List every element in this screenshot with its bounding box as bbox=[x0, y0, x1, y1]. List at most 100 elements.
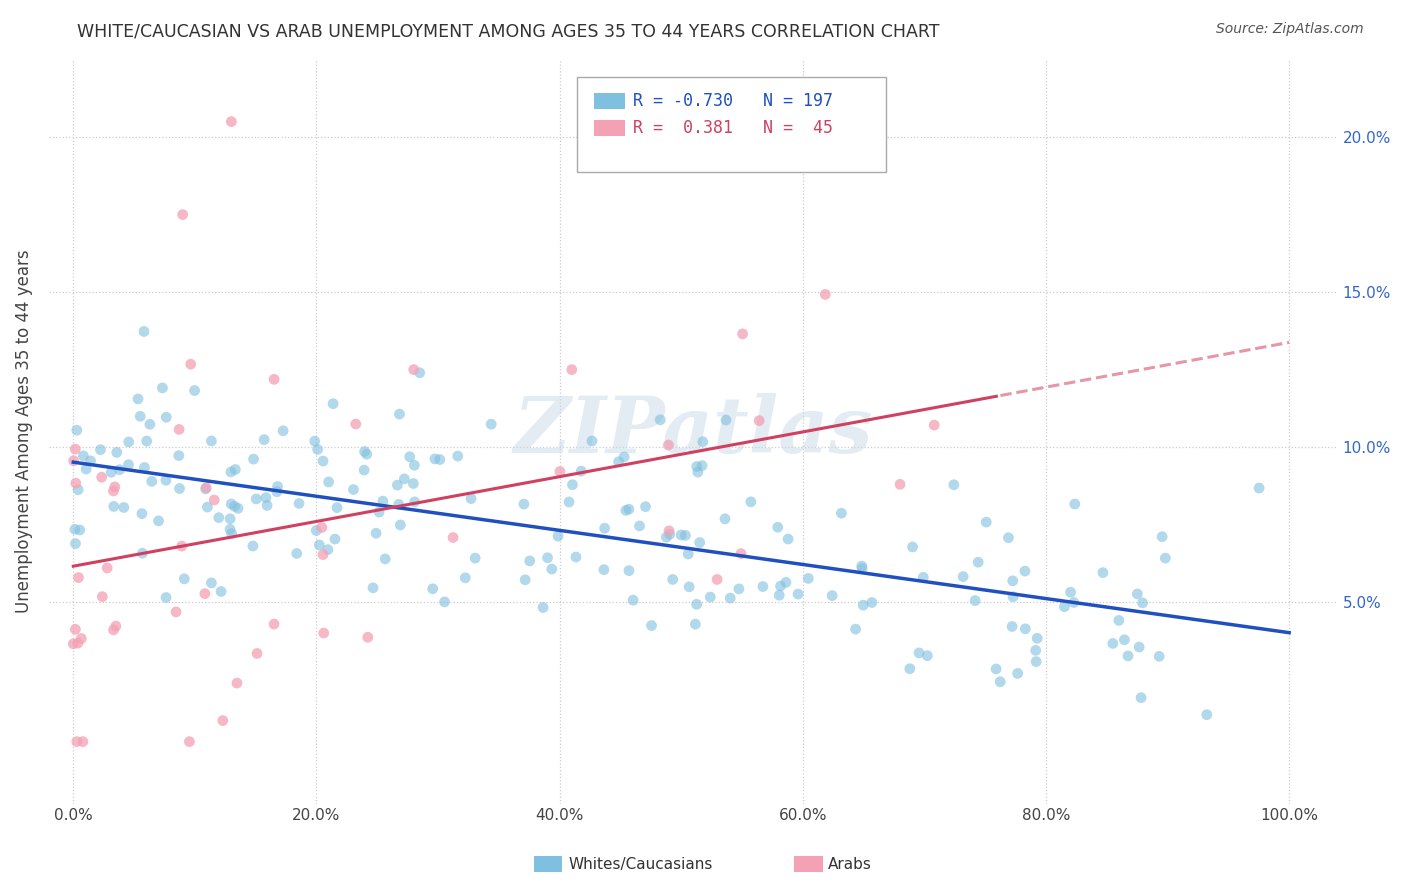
Point bbox=[224, 500, 246, 514]
Point bbox=[226, 676, 249, 690]
Point bbox=[714, 413, 737, 427]
Point bbox=[655, 530, 678, 544]
Point bbox=[366, 526, 388, 541]
Point bbox=[1014, 564, 1036, 578]
Point bbox=[441, 531, 464, 545]
Point bbox=[135, 434, 157, 448]
Point bbox=[1154, 551, 1177, 566]
Point bbox=[1059, 585, 1081, 599]
Point bbox=[775, 575, 797, 590]
Point bbox=[326, 500, 349, 515]
Point bbox=[614, 503, 637, 517]
Point bbox=[1116, 648, 1139, 663]
Point bbox=[180, 357, 202, 371]
Text: WHITE/CAUCASIAN VS ARAB UNEMPLOYMENT AMONG AGES 35 TO 44 YEARS CORRELATION CHART: WHITE/CAUCASIAN VS ARAB UNEMPLOYMENT AMO… bbox=[77, 22, 939, 40]
Point bbox=[129, 409, 152, 424]
Point bbox=[66, 423, 89, 437]
Point bbox=[1025, 643, 1047, 657]
Point bbox=[72, 734, 94, 748]
Point bbox=[256, 499, 278, 513]
Point bbox=[170, 539, 193, 553]
Point bbox=[108, 463, 131, 477]
Point bbox=[103, 623, 125, 637]
Point bbox=[922, 418, 945, 433]
Point bbox=[689, 535, 711, 549]
Point bbox=[117, 458, 139, 472]
Point bbox=[132, 325, 155, 339]
Point bbox=[814, 287, 837, 301]
Point bbox=[388, 407, 411, 421]
Point bbox=[860, 595, 883, 609]
Point bbox=[254, 491, 277, 505]
Point bbox=[112, 500, 135, 515]
Point bbox=[266, 479, 288, 493]
Point bbox=[901, 540, 924, 554]
Point bbox=[371, 494, 394, 508]
Point bbox=[797, 571, 820, 585]
Point bbox=[628, 519, 651, 533]
Point bbox=[266, 484, 288, 499]
Point bbox=[460, 491, 482, 506]
Point bbox=[179, 734, 201, 748]
Point bbox=[1195, 707, 1218, 722]
Point bbox=[640, 618, 662, 632]
Point bbox=[387, 478, 409, 492]
Point bbox=[1002, 590, 1025, 604]
Point bbox=[75, 462, 97, 476]
Point bbox=[242, 452, 264, 467]
Point bbox=[1014, 622, 1036, 636]
Point bbox=[1053, 599, 1076, 614]
Point bbox=[197, 500, 219, 514]
Point bbox=[344, 417, 367, 431]
Point bbox=[388, 497, 411, 511]
Point bbox=[984, 662, 1007, 676]
Text: R =  0.381   N =  45: R = 0.381 N = 45 bbox=[633, 120, 832, 137]
Point bbox=[404, 495, 426, 509]
Point bbox=[728, 582, 751, 596]
Point bbox=[353, 463, 375, 477]
Point bbox=[307, 442, 329, 457]
Point bbox=[706, 573, 728, 587]
Point bbox=[219, 465, 242, 479]
Point bbox=[402, 476, 425, 491]
Point bbox=[593, 563, 616, 577]
Point bbox=[1102, 636, 1125, 650]
Point bbox=[152, 381, 174, 395]
Point bbox=[65, 623, 87, 637]
Point bbox=[219, 512, 242, 526]
Point bbox=[731, 326, 754, 341]
Point bbox=[1025, 655, 1047, 669]
Point bbox=[676, 547, 699, 561]
Point bbox=[1063, 497, 1085, 511]
Point bbox=[221, 526, 243, 541]
Point bbox=[312, 454, 335, 468]
Point bbox=[288, 496, 311, 510]
Point bbox=[621, 593, 644, 607]
Point bbox=[988, 674, 1011, 689]
Point bbox=[353, 444, 375, 458]
Point bbox=[787, 587, 810, 601]
Point bbox=[322, 397, 344, 411]
Point bbox=[224, 462, 246, 476]
Point bbox=[118, 434, 141, 449]
Point bbox=[1026, 632, 1049, 646]
Point bbox=[617, 502, 640, 516]
Point bbox=[245, 491, 267, 506]
Point bbox=[148, 514, 170, 528]
Point bbox=[699, 590, 721, 604]
Point bbox=[613, 450, 636, 464]
Point bbox=[766, 520, 789, 534]
Point bbox=[1147, 649, 1170, 664]
Point bbox=[690, 458, 713, 473]
Point bbox=[357, 630, 380, 644]
Point bbox=[429, 452, 451, 467]
Point bbox=[70, 632, 93, 646]
Point bbox=[66, 636, 89, 650]
Point bbox=[565, 549, 588, 564]
Point bbox=[607, 455, 630, 469]
Point bbox=[851, 561, 873, 575]
Point bbox=[617, 564, 640, 578]
Point bbox=[155, 410, 177, 425]
Point bbox=[912, 570, 935, 584]
Text: Source: ZipAtlas.com: Source: ZipAtlas.com bbox=[1216, 22, 1364, 37]
